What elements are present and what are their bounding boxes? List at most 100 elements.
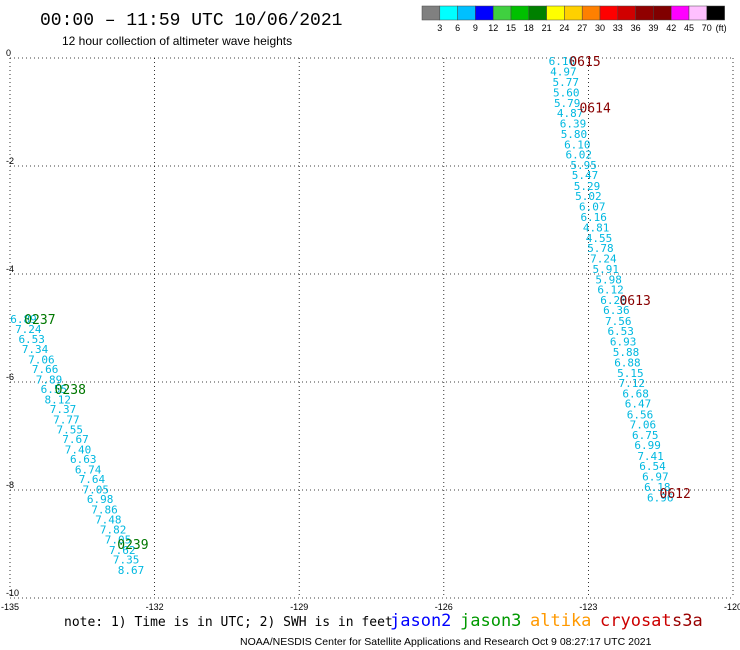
x-tick-label: -123	[579, 602, 597, 612]
footer-credit: NOAA/NESDIS Center for Satellite Applica…	[240, 636, 652, 648]
wave-height-label: 8.12	[44, 393, 71, 406]
wave-height-label: 5.60	[553, 87, 580, 100]
grid	[9, 57, 734, 599]
time-label: 0613	[619, 294, 650, 309]
legend-label: 9	[473, 23, 478, 33]
legend-label: 45	[684, 23, 694, 33]
color-legend: 3 6 9 12 15 18 21 24 27 30 33 36 39 42 45 70 (ft)	[421, 5, 727, 33]
time-label: 0237	[24, 313, 55, 328]
wave-height-label: 6.53	[18, 333, 45, 346]
wave-height-label: 6.10	[564, 138, 591, 151]
wave-height-label: 7.62	[109, 544, 136, 557]
wave-height-label: 4.97	[550, 66, 577, 79]
wave-height-label: 5.79	[554, 97, 581, 110]
units-note: note: 1) Time is in UTC; 2) SWH is in fe…	[64, 615, 393, 630]
wave-height-label: 7.89	[36, 373, 63, 386]
wave-height-label: 6.12	[597, 284, 624, 297]
legend-swatch	[475, 5, 494, 21]
wave-height-label: 6.97	[642, 471, 669, 484]
legend-swatch	[706, 5, 725, 21]
wave-height-label: 6.18	[644, 481, 671, 494]
wave-height-label: 7.40	[65, 444, 92, 457]
legend-label: 33	[613, 23, 623, 33]
legend-label: 27	[577, 23, 587, 33]
chart-title: 00:00 – 11:59 UTC 10/06/2021	[40, 11, 342, 31]
wave-height-label: 5.77	[552, 76, 579, 89]
time-label: 0612	[660, 487, 691, 502]
wave-height-label: 6.02	[566, 149, 593, 162]
wave-height-label: 6.93	[610, 336, 637, 349]
satellite-altika: altika	[530, 611, 591, 631]
satellite-legend: jason2 jason3 altika cryosat s3a	[390, 611, 703, 631]
legend-swatch	[617, 5, 636, 21]
wave-height-label: 7.41	[637, 450, 664, 463]
legend-label: 24	[559, 23, 569, 33]
wave-height-label: 7.56	[605, 315, 632, 328]
wave-height-label: 7.05	[83, 483, 110, 496]
wave-height-label: 5.47	[572, 169, 599, 182]
x-tick-label: -132	[146, 602, 164, 612]
legend-label: 3	[437, 23, 442, 33]
x-tick-label: -126	[435, 602, 453, 612]
wave-height-label: 7.48	[95, 514, 122, 527]
y-tick-label: -8	[6, 480, 14, 490]
wave-height-label: 6.99	[634, 439, 661, 452]
wave-height-label: 7.05	[105, 534, 132, 547]
data-marks: 6.897.246.537.347.067.667.896.558.127.37…	[10, 55, 691, 577]
wave-height-label: 6.54	[639, 460, 666, 473]
track-s3a: 6.164.975.775.605.794.876.395.806.106.02…	[549, 55, 691, 504]
x-tick-label: -135	[1, 602, 19, 612]
wave-height-label: 5.88	[613, 346, 640, 359]
y-tick-label: -4	[6, 264, 14, 274]
time-label: 0614	[579, 102, 610, 117]
time-label: 0239	[117, 538, 148, 553]
wave-height-label: 7.77	[53, 413, 80, 426]
wave-height-label: 5.91	[593, 263, 620, 276]
legend-label: 70	[702, 23, 712, 33]
wave-height-label: 6.63	[70, 453, 97, 466]
wave-height-label: 7.06	[28, 353, 55, 366]
wave-height-label: 6.36	[603, 304, 630, 317]
wave-height-label: 7.55	[57, 424, 84, 437]
wave-height-label: 7.35	[113, 554, 140, 567]
legend-swatch	[421, 5, 441, 21]
legend-swatch	[439, 5, 458, 21]
legend-swatch	[653, 5, 672, 21]
legend-label: 6	[455, 23, 460, 33]
wave-height-label: 5.98	[595, 273, 622, 286]
legend-swatch	[564, 5, 583, 21]
wave-height-label: 7.64	[79, 473, 106, 486]
legend-unit: (ft)	[716, 23, 727, 33]
wave-height-label: 6.68	[622, 387, 649, 400]
legend-label: 21	[542, 23, 552, 33]
x-tick-label: -120	[724, 602, 740, 612]
legend-label: 30	[595, 23, 605, 33]
wave-height-label: 5.80	[561, 128, 588, 141]
wave-height-label: 6.16	[580, 211, 607, 224]
y-tick-label: 0	[6, 48, 11, 58]
wave-height-label: 7.37	[50, 403, 77, 416]
wave-height-label: 8.67	[118, 564, 145, 577]
legend-swatch	[635, 5, 654, 21]
wave-height-label: 6.55	[41, 383, 68, 396]
wave-height-label: 5.29	[574, 180, 601, 193]
legend-label: 18	[524, 23, 534, 33]
wave-height-label: 6.39	[560, 117, 587, 130]
y-tick-label: -2	[6, 156, 14, 166]
wave-height-label: 6.53	[607, 325, 634, 338]
legend-swatch	[599, 5, 619, 21]
wave-height-label: 5.15	[617, 367, 644, 380]
wave-height-label: 7.24	[15, 323, 42, 336]
wave-height-label: 4.55	[586, 232, 613, 245]
legend-swatch	[546, 5, 565, 21]
legend-label: 15	[506, 23, 516, 33]
satellite-cryosat: cryosat	[600, 611, 672, 631]
wave-height-label: 4.81	[583, 222, 610, 235]
wave-height-label: 7.12	[619, 377, 646, 390]
legend-label: 12	[488, 23, 498, 33]
wave-height-label: 5.95	[570, 159, 597, 172]
legend-swatch	[492, 5, 512, 21]
legend-swatch	[510, 5, 530, 21]
